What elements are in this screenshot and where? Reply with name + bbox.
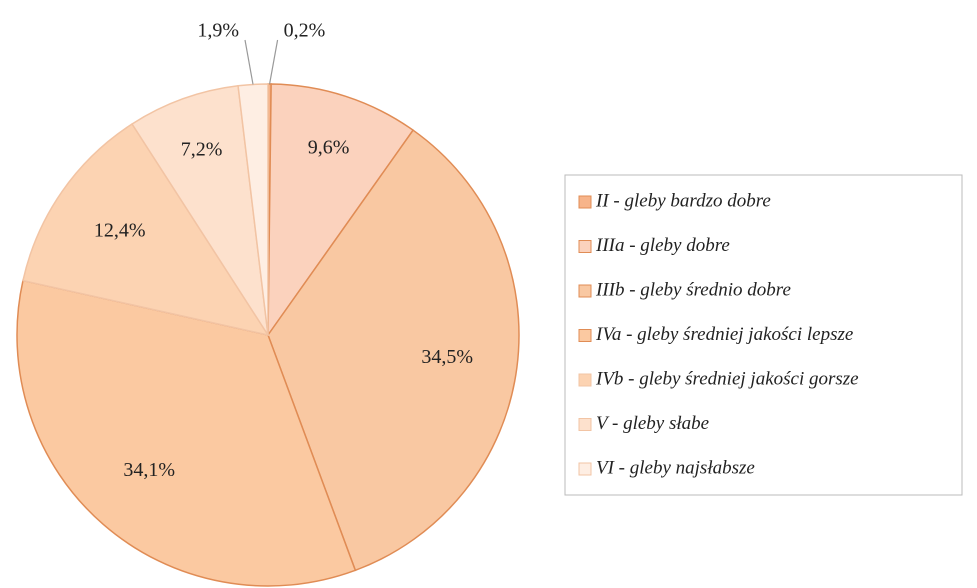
data-label: 34,5% (421, 346, 473, 368)
data-label: 7,2% (181, 138, 223, 160)
pie-slice (267, 83, 415, 338)
data-label: 9,6% (308, 136, 350, 158)
legend-swatch (578, 418, 592, 431)
legend-label: II - gleby bardzo dobre (595, 190, 771, 211)
legend-label: VI - gleby najsłabsze (596, 457, 755, 478)
pie-slice (16, 279, 357, 587)
leader-line (244, 39, 254, 85)
legend-label: IVa - gleby średniej jakości lepsze (595, 324, 853, 345)
pie-slice (267, 129, 520, 572)
legend-swatch (578, 195, 592, 209)
legend-label: V - gleby słabe (596, 413, 709, 434)
leader-line (268, 39, 279, 85)
legend-swatch (578, 240, 592, 253)
legend-label: IVb - gleby średniej jakości gorsze (595, 368, 859, 389)
data-label: 34,1% (123, 459, 175, 481)
pie-slice (22, 122, 270, 337)
pie-slice (131, 84, 269, 336)
legend-label: IIIa - gleby dobre (595, 235, 730, 256)
legend-label: IIIb - gleby średnio dobre (595, 279, 791, 300)
legend-swatch (578, 373, 592, 387)
data-label: 12,4% (94, 219, 146, 241)
legend-swatch (578, 462, 592, 476)
data-label: 1,9% (197, 20, 239, 42)
legend-box (564, 174, 963, 496)
data-label: 0,2% (284, 20, 326, 42)
legend-swatch (578, 329, 592, 342)
legend-swatch (578, 284, 592, 298)
